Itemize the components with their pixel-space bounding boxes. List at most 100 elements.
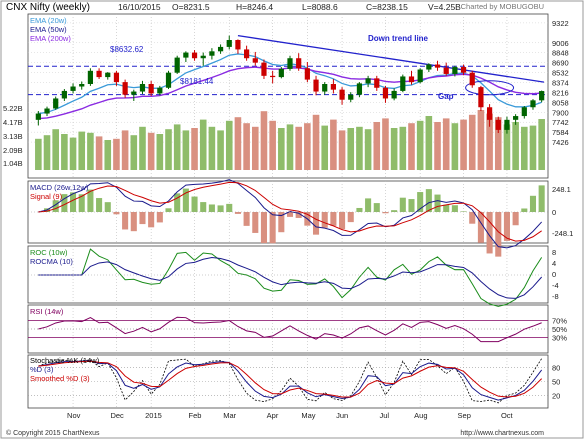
y-tick-label: 8374 bbox=[552, 78, 569, 87]
candle-body bbox=[348, 94, 354, 100]
macd-histogram-bar bbox=[78, 194, 85, 212]
macd-histogram-bar bbox=[70, 192, 77, 212]
volume-bar bbox=[494, 117, 502, 170]
macd-histogram-bar bbox=[278, 212, 285, 233]
annotation-downtrend: Down trend line bbox=[368, 34, 428, 43]
candle-body bbox=[486, 107, 493, 120]
volume-bar bbox=[304, 123, 311, 170]
y-tick-label: 7900 bbox=[552, 108, 569, 117]
macd-histogram-bar bbox=[503, 212, 510, 241]
candle-body bbox=[443, 67, 449, 74]
candle-body bbox=[322, 84, 328, 92]
volume-bar bbox=[225, 120, 233, 170]
rsi-legend: RSI (14w) bbox=[30, 307, 63, 316]
macd-histogram-bar bbox=[477, 212, 484, 243]
candle-body bbox=[426, 64, 432, 70]
y-tick-label: -4 bbox=[552, 281, 559, 290]
y-tick-label: 50 bbox=[552, 378, 560, 387]
x-tick-label: Aug bbox=[414, 411, 427, 420]
volume-bar bbox=[347, 128, 355, 170]
candle-body bbox=[209, 51, 215, 56]
macd-histogram-bar bbox=[61, 194, 68, 212]
macd-histogram-bar bbox=[521, 208, 528, 212]
roc-panel bbox=[27, 245, 549, 304]
macd-histogram-bar bbox=[486, 212, 493, 254]
volume-bar bbox=[61, 134, 68, 170]
macd-histogram-bar bbox=[312, 212, 320, 235]
candle-body bbox=[70, 86, 76, 91]
macd-legend: MACD (26w,12w) Signal (9) bbox=[30, 183, 88, 201]
volume-bar bbox=[373, 122, 381, 170]
quote-close: C=8238.15 bbox=[366, 2, 408, 12]
macd-histogram-bar bbox=[330, 212, 337, 226]
candle-body bbox=[339, 89, 345, 100]
macd-histogram-bar bbox=[139, 212, 146, 225]
rocma-line bbox=[38, 257, 543, 299]
macd-histogram-bar bbox=[451, 205, 458, 212]
volume-bar bbox=[330, 119, 337, 170]
macd-histogram-bar bbox=[96, 198, 103, 212]
volume-bar bbox=[104, 140, 112, 170]
downtrend-line bbox=[237, 34, 545, 83]
candle-body bbox=[382, 87, 389, 99]
y-tick-label: 70% bbox=[552, 317, 567, 326]
volume-bar bbox=[269, 120, 276, 170]
macd-histogram-bar bbox=[104, 202, 111, 212]
macd-histogram-bar bbox=[295, 212, 302, 218]
roc-legend: ROC (10w) ROCMA (10) bbox=[30, 248, 73, 266]
candle-body bbox=[460, 67, 467, 73]
y-tick-label: 20 bbox=[552, 392, 560, 401]
candle-body bbox=[157, 87, 163, 94]
macd-histogram-bar bbox=[365, 198, 372, 212]
y-tick-label: -248.1 bbox=[552, 229, 573, 238]
macd-line bbox=[38, 179, 543, 249]
candle-body bbox=[504, 119, 510, 130]
legend-rocma: ROCMA (10) bbox=[30, 257, 73, 266]
macd-histogram-bar bbox=[260, 212, 268, 244]
volume-bar bbox=[390, 128, 398, 170]
candle-body bbox=[478, 87, 484, 108]
volume-bar bbox=[43, 135, 51, 170]
volume-bar bbox=[312, 114, 320, 170]
candle-body bbox=[469, 72, 475, 86]
x-tick-label: Feb bbox=[189, 411, 202, 420]
volume-bar bbox=[113, 138, 120, 170]
macd-histogram-bar bbox=[373, 203, 380, 212]
macd-histogram-bar bbox=[252, 212, 259, 233]
y-tick-label: 8058 bbox=[552, 98, 569, 107]
y-tick-label: -8 bbox=[552, 292, 559, 301]
volume-bar bbox=[451, 123, 459, 170]
macd-histogram-bar bbox=[443, 204, 450, 212]
volume-bar bbox=[95, 136, 103, 170]
y-tick-label: 9006 bbox=[552, 39, 569, 48]
macd-histogram-bar bbox=[122, 212, 129, 230]
x-tick-label: Jun bbox=[336, 411, 348, 420]
volume-bar bbox=[234, 117, 242, 170]
candle-body bbox=[113, 72, 120, 83]
y-tick-label: 8 bbox=[552, 248, 556, 257]
macd-histogram-bar bbox=[347, 212, 354, 223]
candle-body bbox=[287, 58, 293, 69]
price-legend: EMA (20w) EMA (50w) EMA (200w) bbox=[30, 16, 71, 43]
macd-histogram-bar bbox=[165, 208, 172, 212]
x-tick-label: Mar bbox=[223, 411, 236, 420]
candle-body bbox=[417, 69, 423, 83]
volume-bar bbox=[87, 132, 94, 170]
candle-body bbox=[391, 90, 397, 99]
legend-ema200: EMA (200w) bbox=[30, 34, 71, 43]
legend-signal: Signal (9) bbox=[30, 192, 63, 201]
volume-bar bbox=[251, 126, 259, 170]
macd-histogram-bar bbox=[434, 194, 441, 212]
volume-bar bbox=[130, 135, 138, 170]
y-tick-label: 7426 bbox=[552, 138, 569, 147]
y-tick-label: 0 bbox=[552, 208, 556, 217]
volume-bar bbox=[156, 134, 164, 170]
macd-histogram-bar bbox=[495, 212, 502, 257]
volume-bar bbox=[382, 118, 389, 170]
quote-high: H=8246.4 bbox=[236, 2, 274, 12]
macd-histogram-bar bbox=[87, 189, 94, 212]
candle-body bbox=[539, 91, 545, 101]
volume-bar bbox=[356, 126, 363, 170]
